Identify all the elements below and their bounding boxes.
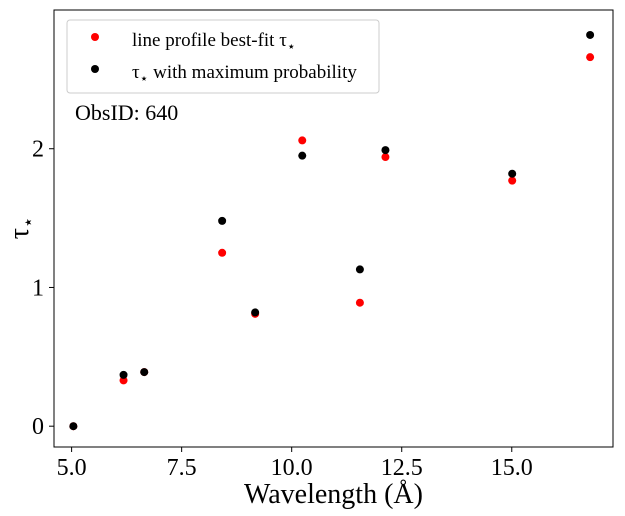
x-tick-label: 5.0: [57, 455, 87, 481]
legend: line profile best-fit τ⋆ τ⋆ with maximum…: [66, 19, 380, 94]
point-best-fit: [508, 176, 517, 185]
point-max-probability: [586, 30, 595, 39]
point-best-fit: [381, 153, 390, 162]
point-max-probability: [119, 370, 128, 379]
y-axis-ticks: 0 1 2: [32, 137, 54, 440]
y-axis-label-main: τ: [4, 228, 35, 239]
y-axis-label: τ⋆: [4, 217, 38, 240]
x-tick-label: 10.0: [271, 455, 313, 481]
point-max-probability: [381, 146, 390, 155]
legend-entry-max-prob-tau: τ: [132, 62, 140, 83]
legend-entry-max-prob: τ⋆ with maximum probability: [132, 62, 357, 87]
legend-entry-best-fit-sub: ⋆: [287, 40, 296, 55]
legend-marker-red: [91, 33, 99, 41]
legend-entry-best-fit-text: line profile best-fit τ: [132, 30, 287, 51]
point-max-probability: [140, 368, 149, 377]
point-best-fit: [355, 298, 364, 307]
point-max-probability: [251, 308, 260, 317]
x-tick-label: 15.0: [491, 455, 533, 481]
y-tick-label: 0: [32, 414, 44, 440]
legend-marker-black: [91, 65, 99, 73]
y-tick-label: 2: [32, 137, 44, 163]
x-tick-label: 7.5: [167, 455, 197, 481]
point-best-fit: [218, 248, 227, 257]
point-best-fit: [119, 376, 128, 385]
point-best-fit: [586, 53, 595, 62]
point-max-probability: [508, 169, 517, 178]
legend-box: [66, 19, 380, 94]
legend-entry-best-fit: line profile best-fit τ⋆: [132, 30, 296, 55]
y-tick-label: 1: [32, 275, 44, 301]
obsid-annotation: ObsID: 640: [75, 100, 178, 125]
data-points: [69, 30, 595, 431]
point-max-probability: [298, 151, 307, 160]
y-axis-label-sub: ⋆: [18, 217, 38, 228]
x-tick-label: 12.5: [381, 455, 423, 481]
x-axis-ticks: 5.0 7.5 10.0 12.5 15.0: [57, 447, 533, 481]
legend-entry-max-prob-sub: ⋆: [140, 72, 149, 87]
point-best-fit: [298, 136, 307, 145]
point-max-probability: [355, 265, 364, 274]
legend-entry-max-prob-suffix: with maximum probability: [148, 62, 357, 83]
point-max-probability: [69, 422, 78, 431]
x-axis-label: Wavelength (Å): [244, 479, 423, 510]
plot-frame: [53, 9, 614, 448]
point-max-probability: [218, 216, 227, 225]
